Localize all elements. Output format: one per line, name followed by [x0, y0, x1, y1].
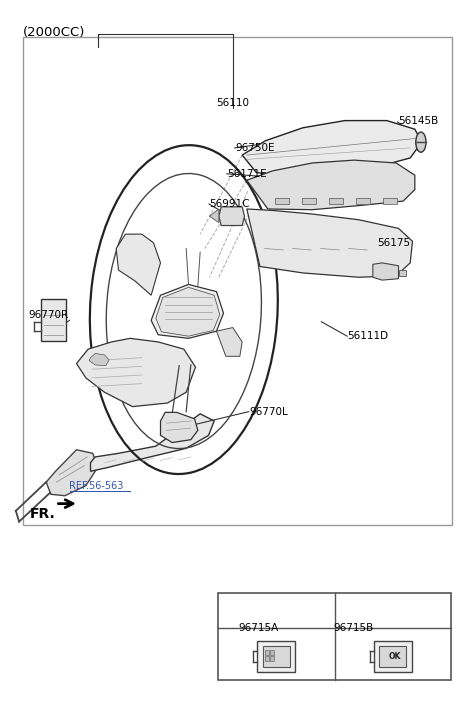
Polygon shape: [247, 209, 412, 277]
Polygon shape: [247, 160, 415, 209]
Bar: [40, 299, 66, 340]
Text: 56171E: 56171E: [227, 169, 267, 179]
Text: 56110: 56110: [217, 98, 249, 108]
Polygon shape: [76, 338, 196, 406]
Polygon shape: [91, 414, 214, 471]
Bar: [218, 593, 451, 680]
Polygon shape: [116, 234, 161, 295]
Text: 56175: 56175: [378, 238, 410, 248]
Bar: [265, 656, 269, 662]
Polygon shape: [151, 284, 224, 338]
Ellipse shape: [416, 132, 426, 152]
Text: REF.56-563: REF.56-563: [69, 481, 124, 491]
Text: (2000CC): (2000CC): [23, 25, 85, 39]
Polygon shape: [275, 198, 289, 204]
Bar: [380, 646, 407, 667]
Bar: [374, 641, 412, 672]
Text: 96770R: 96770R: [28, 310, 68, 321]
Polygon shape: [399, 270, 407, 276]
Polygon shape: [209, 209, 219, 222]
Polygon shape: [373, 263, 399, 280]
Bar: [270, 656, 275, 662]
Text: 56111D: 56111D: [347, 332, 388, 341]
Polygon shape: [217, 328, 242, 356]
Polygon shape: [356, 198, 370, 204]
Text: 56145B: 56145B: [399, 116, 439, 126]
Polygon shape: [302, 198, 316, 204]
Text: 96715A: 96715A: [238, 623, 279, 633]
Text: FR.: FR.: [30, 507, 56, 521]
Polygon shape: [89, 353, 109, 366]
Bar: [23, 36, 452, 525]
Polygon shape: [161, 412, 198, 443]
Polygon shape: [383, 198, 397, 204]
Text: 96715B: 96715B: [333, 623, 373, 633]
Text: OK: OK: [389, 652, 401, 661]
Bar: [270, 650, 275, 655]
Polygon shape: [242, 121, 422, 178]
Bar: [263, 646, 290, 667]
Text: 96770L: 96770L: [249, 406, 288, 417]
Bar: [257, 641, 295, 672]
Polygon shape: [329, 198, 343, 204]
Polygon shape: [46, 450, 97, 496]
Polygon shape: [156, 287, 220, 336]
Text: 96750E: 96750E: [235, 143, 275, 153]
Polygon shape: [219, 206, 245, 225]
Text: 56991C: 56991C: [209, 199, 250, 209]
Bar: [265, 650, 269, 655]
